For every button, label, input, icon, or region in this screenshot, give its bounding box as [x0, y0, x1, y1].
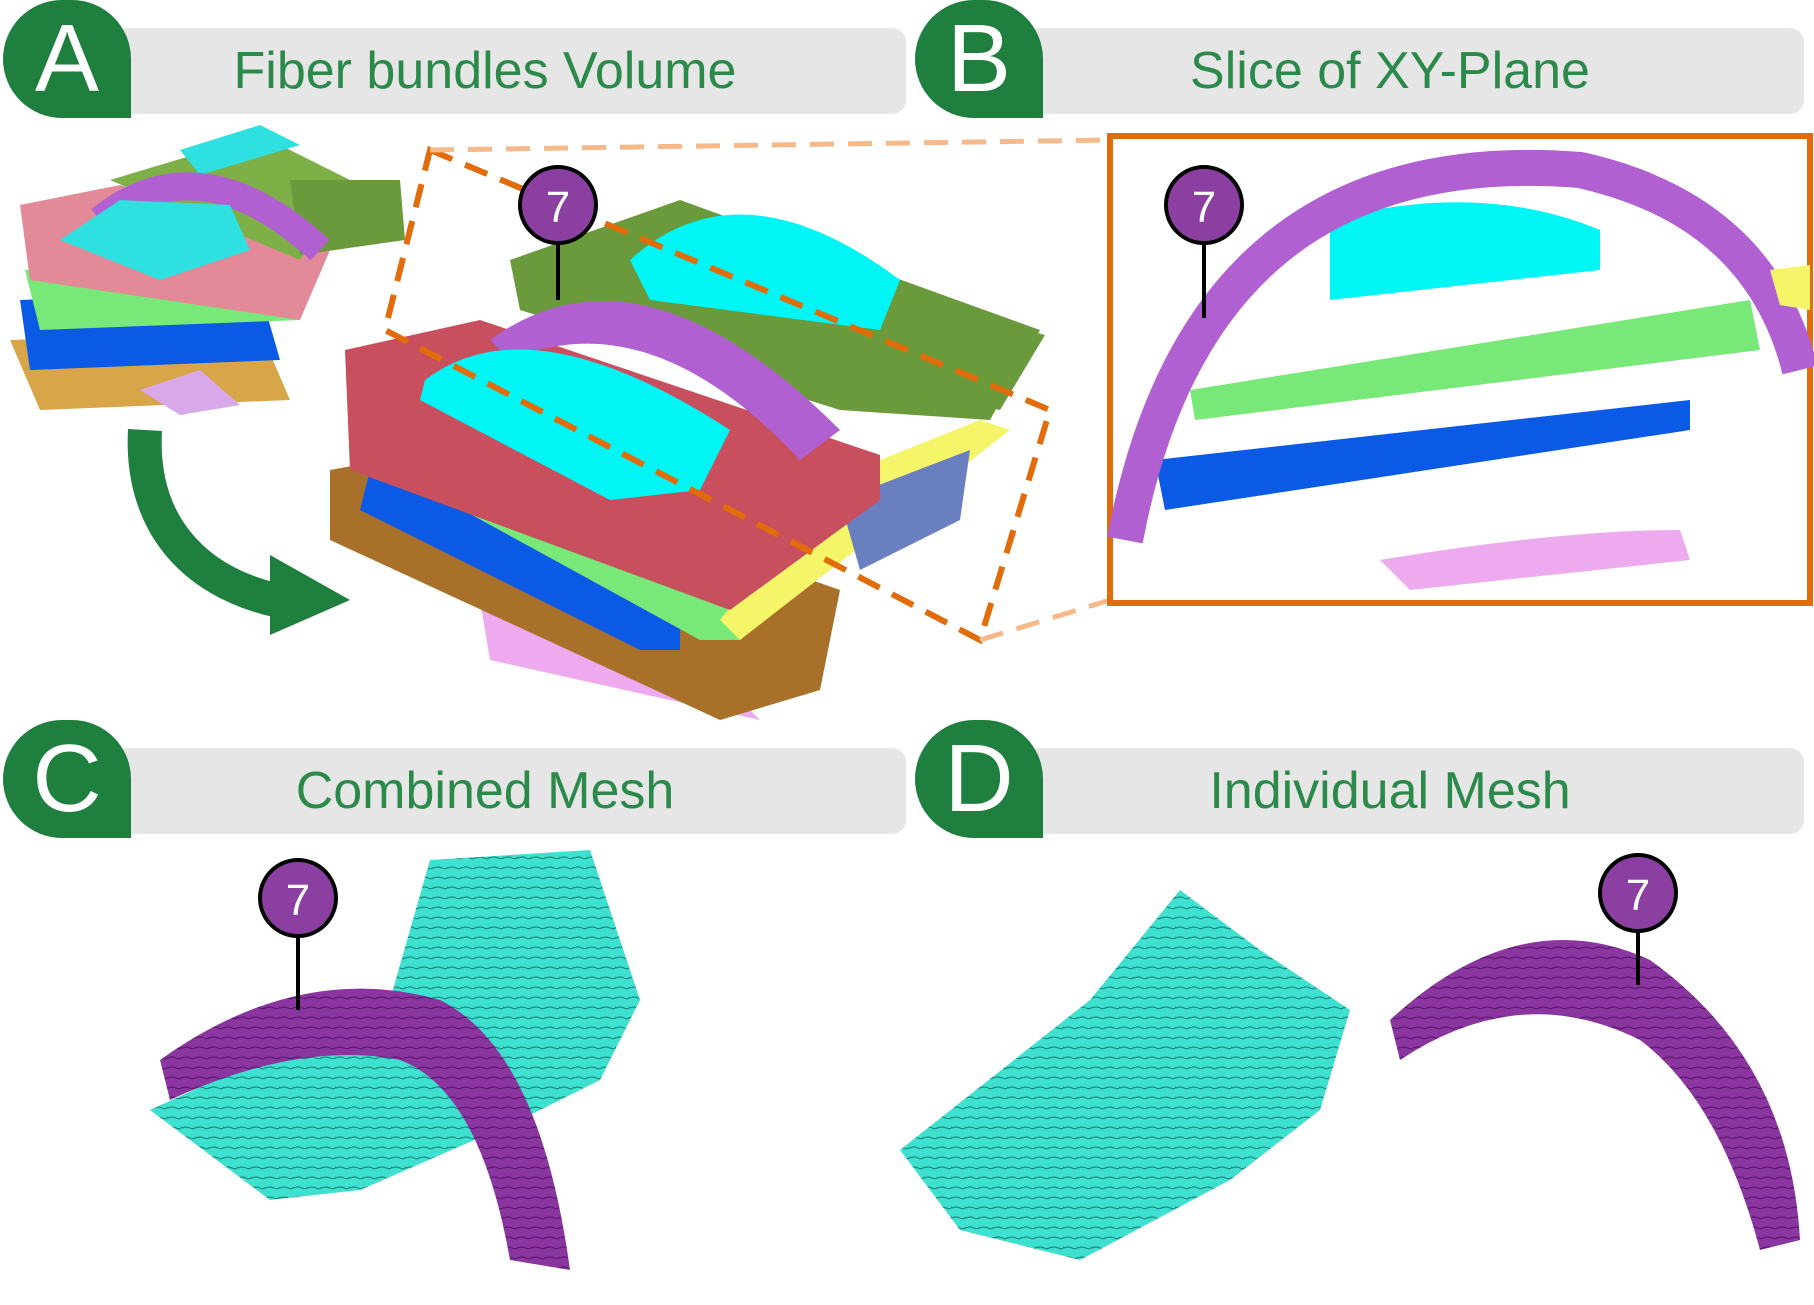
panel-b-header-bar — [1010, 28, 1804, 114]
panel-c-title: Combined Mesh — [295, 762, 675, 820]
marker-panel-d — [1598, 853, 1678, 985]
marker-label-a: 7 — [546, 183, 570, 232]
marker-label-d: 7 — [1626, 871, 1650, 920]
panel-a-badge: A — [3, 0, 131, 118]
panel-c-badge: C — [3, 720, 131, 838]
panel-a-header-bar — [90, 28, 906, 114]
combined-mesh — [150, 850, 640, 1270]
marker-label-c: 7 — [286, 876, 310, 925]
panel-d-header-bar — [1010, 748, 1804, 834]
panel-b-title: Slice of XY-Plane — [1190, 42, 1590, 100]
panel-d-title: Individual Mesh — [1209, 762, 1571, 820]
marker-panel-c — [258, 858, 338, 1010]
individual-mesh — [900, 890, 1800, 1260]
panel-d-badge: D — [915, 720, 1043, 838]
thumbnail-volume — [10, 125, 405, 415]
panel-b-badge: B — [915, 0, 1043, 118]
transition-arrow — [127, 429, 350, 635]
marker-label-b: 7 — [1192, 183, 1216, 232]
slice-highlight — [381, 137, 1111, 645]
marker-panel-a — [518, 165, 598, 300]
marker-panel-b — [1164, 165, 1244, 318]
panel-a-title: Fiber bundles Volume — [233, 42, 737, 100]
segmented-volume — [330, 200, 1045, 720]
panel-c-header-bar — [90, 748, 906, 834]
